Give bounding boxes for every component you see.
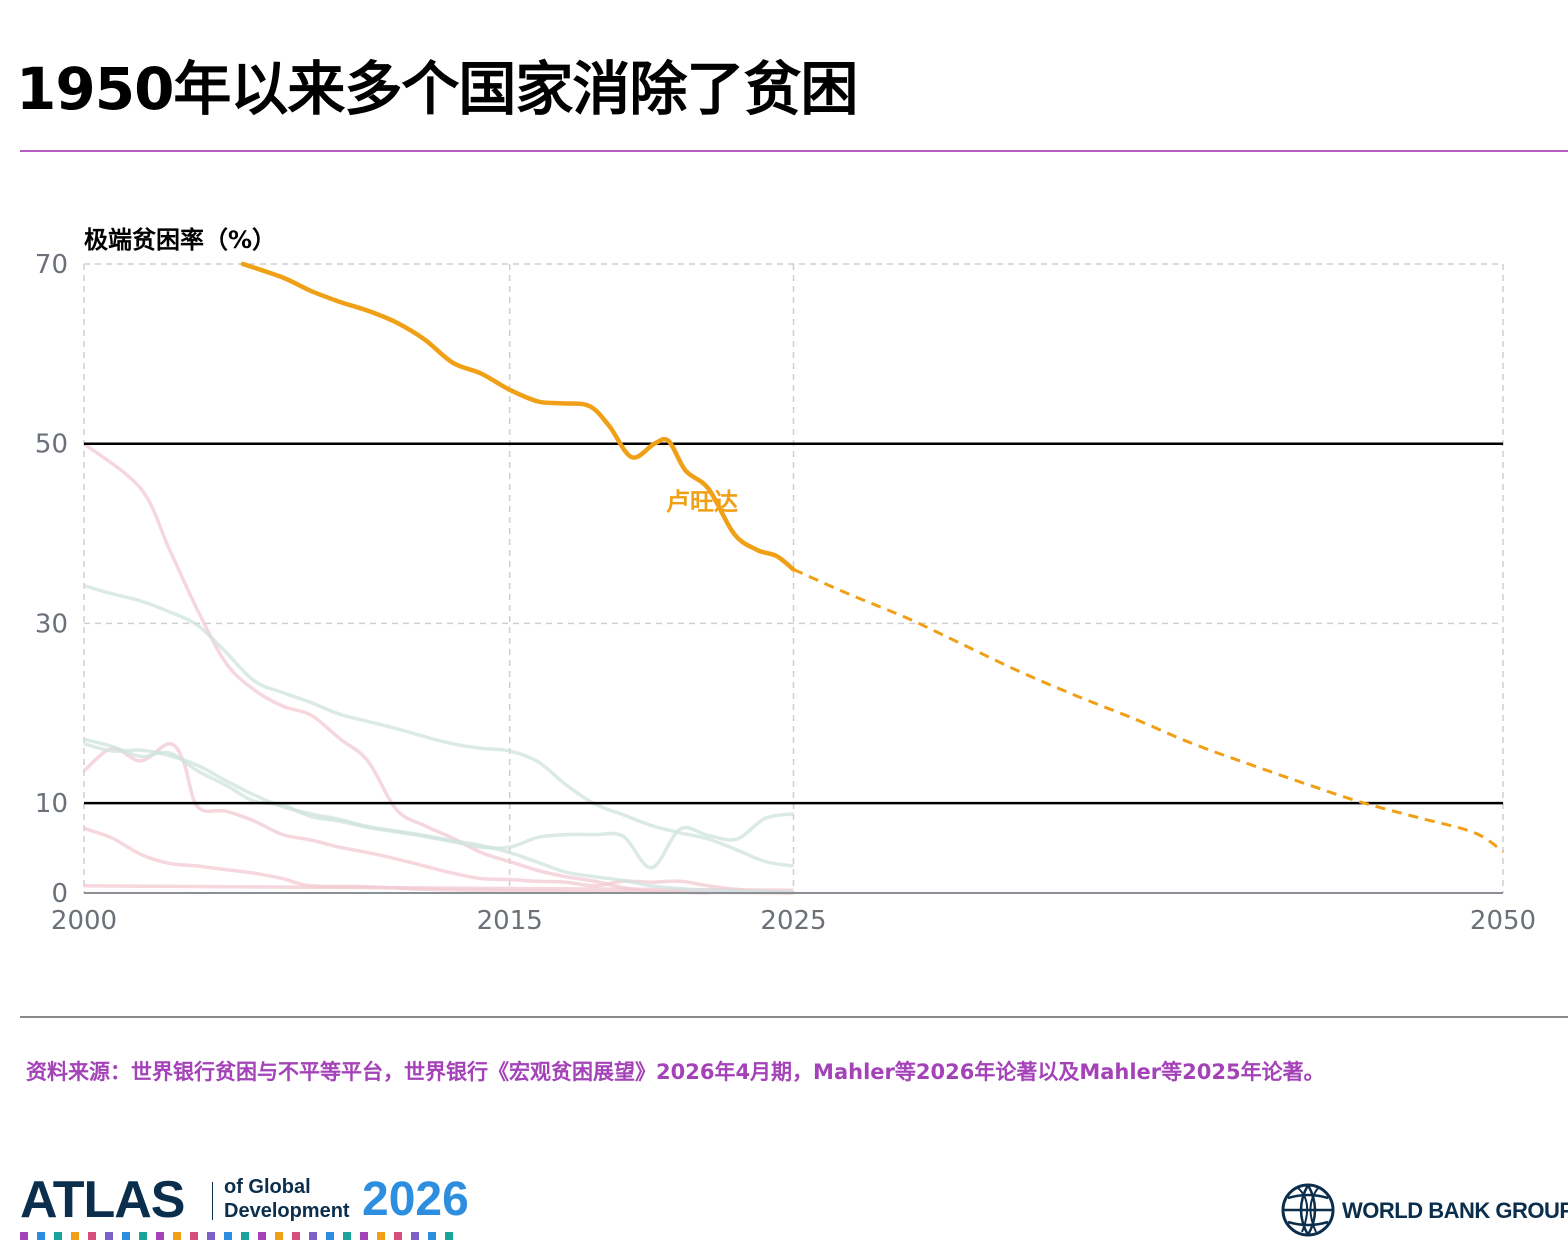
x-tick-label: 2000 <box>51 906 117 936</box>
y-tick-label: 0 <box>51 879 68 909</box>
y-tick-label: 50 <box>35 430 68 460</box>
x-tick-label: 2050 <box>1470 906 1536 936</box>
atlas-separator <box>212 1182 213 1220</box>
title-divider <box>20 150 1568 152</box>
y-tick-label: 10 <box>35 789 68 819</box>
x-tick-label: 2015 <box>477 906 543 936</box>
rwanda-series-label: 卢旺达 <box>666 488 738 516</box>
page-title: 1950年以来多个国家消除了贫困 <box>16 55 858 123</box>
background-country-line <box>82 742 794 894</box>
atlas-color-dots <box>20 1232 453 1240</box>
rwanda-observed-line <box>240 261 796 572</box>
source-note: 资料来源：世界银行贫困与不平等平台，世界银行《宏观贫困展望》2026年4月期，M… <box>26 1060 1325 1084</box>
rwanda-projected-line <box>792 568 1504 853</box>
atlas-year: 2026 <box>362 1173 469 1226</box>
footer-divider <box>20 1016 1568 1018</box>
background-country-line <box>83 884 794 893</box>
atlas-wordmark: ATLAS <box>20 1171 185 1229</box>
background-country-line <box>83 584 794 868</box>
atlas-of-global: of Global <box>224 1176 311 1198</box>
y-tick-label: 70 <box>35 250 68 280</box>
x-tick-label: 2025 <box>760 906 826 936</box>
world-bank-wordmark: WORLD BANK GROUP <box>1342 1198 1568 1223</box>
y-tick-label: 30 <box>35 609 68 639</box>
poverty-chart: 0 10 30 50 70 2000 2015 2025 2050 极端贫困率（%） 卢旺达 <box>35 226 1536 936</box>
globe-icon <box>1281 1183 1335 1237</box>
atlas-development: Development <box>224 1200 350 1222</box>
y-axis-label: 极端贫困率（%） <box>84 226 276 254</box>
background-country-line <box>82 442 709 895</box>
world-bank-logo: WORLD BANK GROUP <box>1280 1180 1568 1240</box>
atlas-logo: ATLAS of Global Development 2026 <box>20 1172 500 1244</box>
background-country-line <box>83 742 794 894</box>
